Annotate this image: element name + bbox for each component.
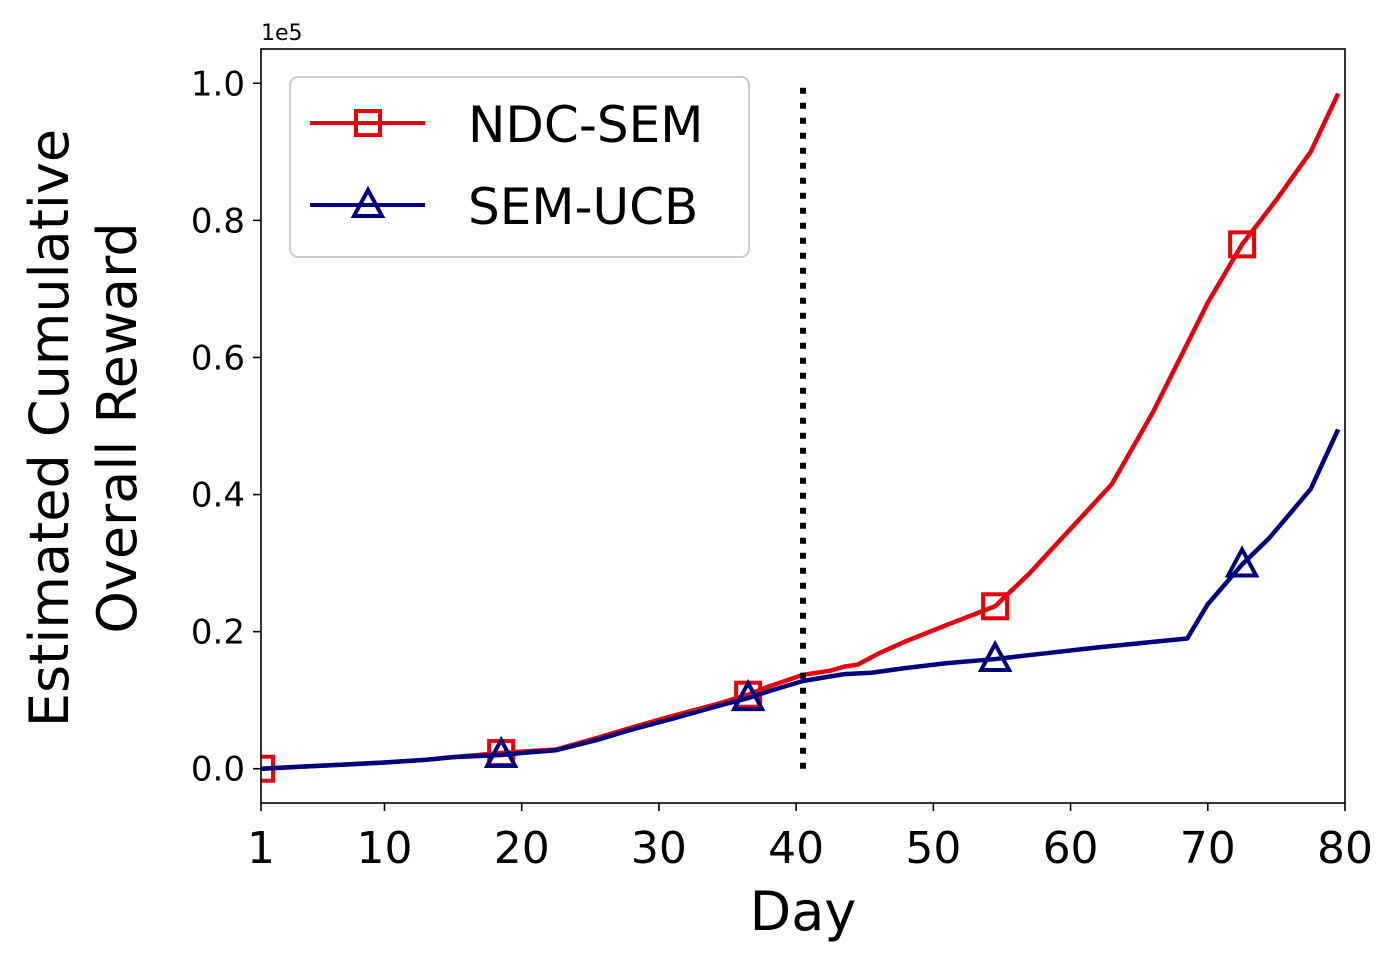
x-axis-ticks: 1 10 20 30 40 50 60 70 80: [247, 803, 1373, 874]
legend-entry-ndc-sem: NDC-SEM: [310, 96, 703, 154]
legend-label-ndc-sem: NDC-SEM: [468, 96, 703, 154]
y-axis-title-line-2: Overall Reward: [86, 222, 149, 633]
y-tick-label: 0.2: [191, 613, 245, 653]
x-tick-label: 50: [905, 823, 961, 874]
x-tick-label: 60: [1043, 823, 1099, 874]
x-tick-label: 30: [631, 823, 687, 874]
data-point-square: [981, 592, 1010, 621]
legend-marker-triangle: [350, 185, 386, 218]
legend: NDC-SEM SEM-UCB: [289, 76, 750, 258]
legend-entry-sem-ucb: SEM-UCB: [310, 178, 698, 236]
x-tick-label: 80: [1317, 823, 1373, 874]
y-axis-ticks: 0.0 0.2 0.4 0.6 0.8 1.0: [191, 64, 261, 790]
y-tick-label: 0.6: [191, 338, 245, 378]
series-sem-ucb: [261, 428, 1341, 771]
y-tick-label: 1.0: [191, 64, 245, 104]
data-point-triangle: [483, 735, 519, 769]
legend-marker-square: [354, 109, 382, 137]
x-axis-title: Day: [750, 880, 857, 943]
y-multiplier-label: 1e5: [261, 21, 303, 46]
y-tick-label: 0.8: [191, 201, 245, 241]
legend-label-sem-ucb: SEM-UCB: [468, 178, 698, 236]
x-tick-label: 40: [768, 823, 824, 874]
y-axis-title: Estimated Cumulative Overall Reward: [18, 129, 149, 727]
y-tick-label: 0.4: [191, 476, 245, 516]
data-point-square: [1228, 230, 1257, 259]
data-point-triangle: [977, 639, 1013, 673]
series-line-sem-ucb: [261, 428, 1341, 771]
x-tick-label: 20: [494, 823, 550, 874]
y-tick-label: 0.0: [191, 750, 245, 790]
plot-series-layer: [261, 92, 1341, 783]
x-tick-label: 70: [1180, 823, 1236, 874]
data-point-triangle: [1224, 545, 1260, 578]
x-tick-label: 1: [247, 823, 275, 874]
data-point-triangle: [730, 678, 766, 712]
plot-frame: [260, 48, 1346, 804]
x-tick-label: 10: [356, 823, 412, 874]
y-axis-title-line-1: Estimated Cumulative: [18, 129, 81, 727]
